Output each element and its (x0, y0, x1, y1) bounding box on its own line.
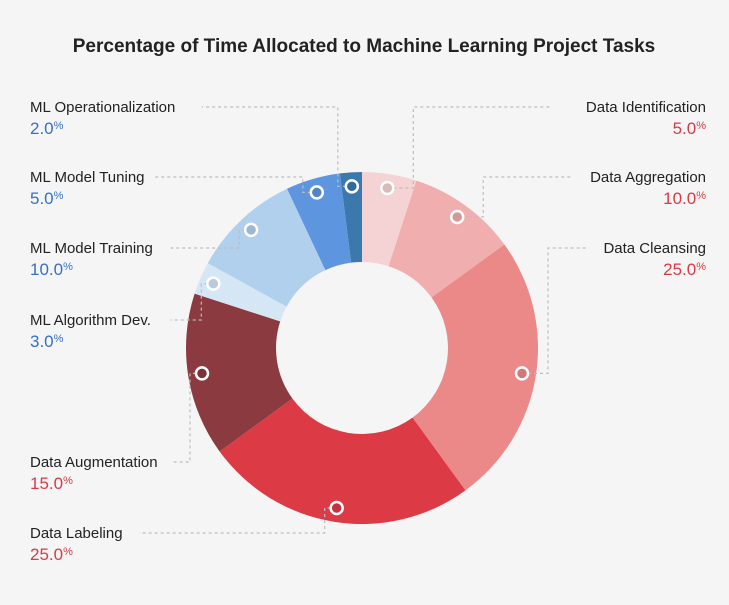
leader-data-identification (387, 106, 550, 189)
marker-ml-model-training (243, 222, 259, 238)
leader-ml-operationalization (201, 106, 352, 187)
chart-title: Percentage of Time Allocated to Machine … (73, 36, 655, 57)
value-data-augmentation: 15.0% (30, 474, 73, 493)
marker-ml-model-tuning (309, 185, 325, 200)
value-data-identification: 5.0% (673, 119, 707, 138)
slice-markers (194, 179, 530, 516)
marker-data-augmentation (194, 366, 210, 381)
label-ml-model-tuning: ML Model Tuning (30, 169, 145, 186)
value-data-labeling: 25.0% (30, 545, 73, 564)
value-ml-model-training: 10.0% (30, 260, 73, 279)
value-data-aggregation: 10.0% (663, 189, 706, 208)
label-data-identification: Data Identification (586, 99, 706, 116)
slice-ml-operationalization (339, 172, 362, 263)
value-ml-operationalization: 2.0% (30, 119, 64, 138)
marker-data-labeling (329, 500, 344, 516)
slice-data-identification (362, 172, 417, 267)
label-data-labeling: Data Labeling (30, 525, 123, 542)
leader-data-aggregation (457, 176, 574, 218)
label-data-augmentation: Data Augmentation (30, 454, 158, 471)
label-ml-algorithm-dev: ML Algorithm Dev. (30, 312, 151, 329)
slice-ml-model-tuning (287, 173, 352, 271)
marker-data-aggregation (449, 209, 465, 225)
slice-data-aggregation (388, 180, 505, 298)
label-ml-model-training: ML Model Training (30, 240, 153, 257)
slice-labels: Data Identification 5.0% Data Aggregation 1… (30, 99, 706, 564)
label-data-cleansing: Data Cleansing (603, 240, 706, 257)
marker-ml-algorithm-dev (206, 276, 221, 291)
value-ml-algorithm-dev: 3.0% (30, 332, 64, 351)
marker-data-identification (380, 180, 395, 196)
label-ml-operationalization: ML Operationalization (30, 99, 175, 116)
marker-ml-operationalization (344, 179, 360, 194)
slice-ml-algorithm-dev (194, 263, 287, 322)
leader-data-cleansing (522, 247, 589, 374)
slice-data-labeling (219, 398, 466, 524)
slice-data-cleansing (412, 244, 538, 491)
value-ml-model-tuning: 5.0% (30, 189, 64, 208)
donut-slices (186, 172, 538, 524)
marker-data-cleansing (514, 366, 530, 381)
slice-ml-model-training (207, 188, 326, 307)
value-data-cleansing: 25.0% (663, 260, 706, 279)
label-data-aggregation: Data Aggregation (590, 169, 706, 186)
slice-data-augmentation (186, 293, 293, 452)
